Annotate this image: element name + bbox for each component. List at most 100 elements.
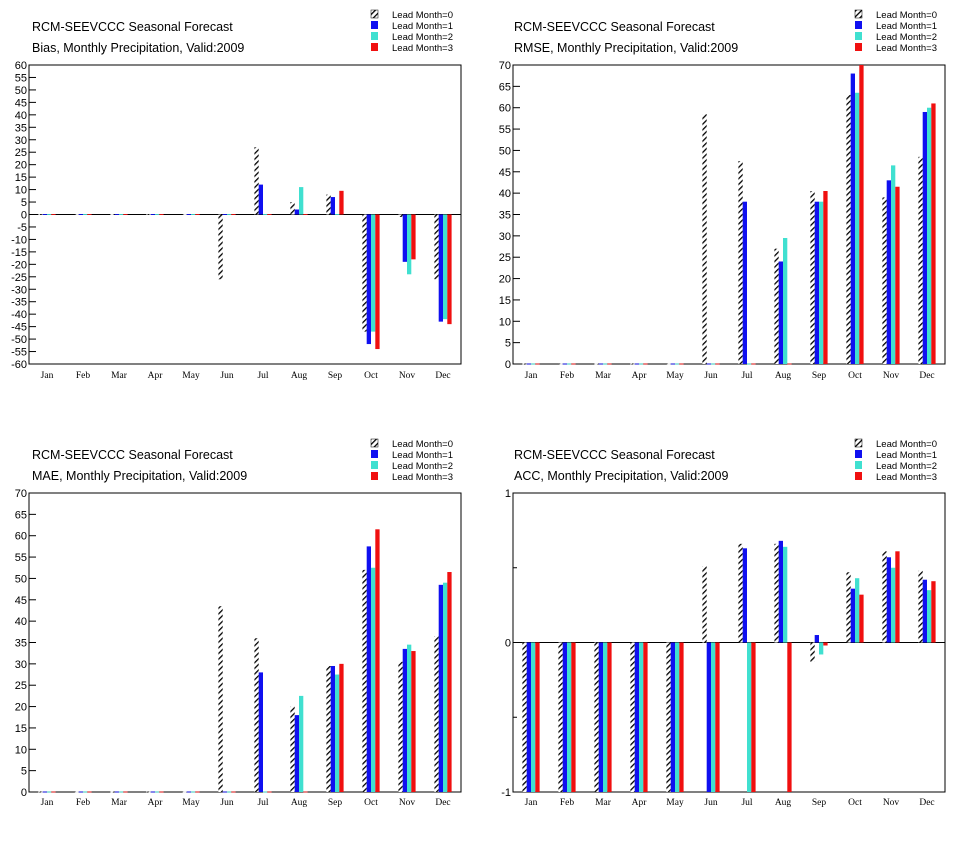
bar-lead2-jun — [227, 791, 232, 793]
x-tick-label: Apr — [148, 371, 164, 381]
bar-lead1-apr — [150, 791, 155, 793]
bar-lead0-oct — [362, 214, 367, 332]
bar-lead2-feb — [567, 363, 572, 365]
bar-lead3-apr — [159, 791, 164, 793]
y-tick-label: 0 — [505, 359, 511, 371]
bar-lead2-may — [191, 791, 196, 793]
chart-subtitle: MAE, Monthly Precipitation, Valid:2009 — [32, 469, 247, 483]
legend-label-lead1: Lead Month=1 — [392, 450, 453, 461]
bar-lead1-nov — [402, 648, 407, 792]
x-tick-label: Jan — [41, 371, 54, 381]
bar-lead0-sep — [326, 194, 331, 215]
legend-label-lead3: Lead Month=3 — [392, 472, 453, 483]
legend-swatch-lead0 — [854, 438, 863, 448]
bar-lead1-apr — [634, 363, 639, 365]
bar-lead1-dec — [922, 579, 927, 643]
bar-lead0-apr — [630, 363, 635, 365]
bar-lead2-apr — [639, 363, 644, 365]
y-tick-label: 50 — [499, 145, 511, 157]
x-tick-label: Dec — [919, 371, 934, 381]
x-tick-label: Oct — [364, 798, 378, 808]
bar-lead0-apr — [630, 642, 635, 792]
bar-lead3-may — [679, 642, 684, 792]
bar-lead2-jul — [747, 363, 752, 365]
y-tick-label: 55 — [15, 552, 27, 564]
x-tick-label: Nov — [883, 798, 900, 808]
bar-lead1-nov — [886, 180, 891, 364]
bar-lead2-aug — [783, 546, 788, 643]
bar-lead3-dec — [931, 581, 936, 643]
chart-title: RCM-SEEVCCC Seasonal Forecast — [32, 448, 233, 462]
y-tick-label: 65 — [15, 509, 27, 521]
bar-lead2-jul — [263, 214, 268, 215]
bar-lead0-may — [666, 363, 671, 365]
x-tick-label: Feb — [560, 371, 575, 381]
bar-lead2-mar — [119, 791, 124, 793]
bar-lead1-oct — [850, 73, 855, 365]
bar-lead2-aug — [783, 237, 788, 364]
bar-lead0-aug — [774, 543, 779, 643]
x-tick-label: Feb — [76, 798, 91, 808]
bar-lead0-nov — [882, 197, 887, 364]
bar-lead1-mar — [114, 791, 119, 793]
y-tick-label: 30 — [15, 659, 27, 671]
legend: Lead Month=0 Lead Month=1 Lead Month=2 L… — [854, 438, 937, 483]
y-tick-label: -60 — [11, 359, 27, 371]
chart-subtitle: RMSE, Monthly Precipitation, Valid:2009 — [514, 41, 738, 55]
bar-lead0-oct — [846, 94, 851, 365]
bar-lead3-dec — [447, 214, 452, 325]
bar-lead0-may — [182, 214, 187, 215]
y-tick-label: 70 — [15, 488, 27, 500]
x-tick-label: Oct — [848, 371, 862, 381]
bar-lead3-aug — [787, 642, 792, 792]
y-tick-label: 25 — [15, 147, 27, 159]
y-tick-label: -55 — [11, 347, 27, 359]
x-tick-label: Jul — [257, 798, 268, 808]
bar-lead3-aug — [303, 214, 308, 215]
bar-lead0-dec — [918, 156, 923, 364]
y-tick-label: 0 — [21, 787, 27, 799]
bar-lead0-jun — [218, 214, 223, 280]
bar-lead1-apr — [150, 214, 155, 215]
bar-lead2-sep — [335, 214, 340, 215]
bar-lead2-mar — [603, 363, 608, 365]
chart-title: RCM-SEEVCCC Seasonal Forecast — [514, 20, 715, 34]
bar-lead0-mar — [594, 642, 599, 792]
y-tick-label: 10 — [15, 744, 27, 756]
y-tick-label: 55 — [15, 72, 27, 84]
bar-lead0-sep — [326, 665, 331, 792]
chart-subtitle: ACC, Monthly Precipitation, Valid:2009 — [514, 469, 729, 483]
x-tick-label: Aug — [775, 798, 792, 808]
x-tick-label: Jan — [525, 371, 538, 381]
legend-label-lead2: Lead Month=2 — [392, 461, 453, 472]
y-tick-label: 45 — [15, 97, 27, 109]
bar-lead2-nov — [891, 567, 896, 643]
legend-label-lead0: Lead Month=0 — [876, 439, 937, 450]
bar-lead2-feb — [83, 214, 88, 215]
bar-lead1-may — [186, 214, 191, 215]
bar-lead2-may — [675, 642, 680, 792]
bar-lead1-sep — [330, 197, 335, 215]
bar-lead3-nov — [411, 214, 416, 260]
bar-lead3-jul — [267, 791, 272, 793]
bar-lead3-aug — [303, 791, 308, 793]
bar-lead3-may — [679, 363, 684, 365]
bar-lead1-aug — [778, 540, 783, 643]
legend-swatch-lead1 — [371, 21, 378, 29]
bar-lead0-jan — [38, 791, 43, 793]
legend-label-lead2: Lead Month=2 — [876, 461, 937, 472]
x-tick-label: Jun — [220, 371, 233, 381]
bar-lead3-oct — [375, 214, 380, 350]
bar-lead0-aug — [774, 248, 779, 364]
x-tick-label: Mar — [595, 371, 612, 381]
y-tick-label: 0 — [21, 210, 27, 222]
bar-lead1-nov — [402, 214, 407, 262]
bar-lead3-jul — [267, 214, 272, 215]
bar-lead1-jun — [706, 642, 711, 792]
bar-lead2-jan — [531, 363, 536, 365]
plot-frame — [28, 492, 462, 793]
bar-lead2-nov — [891, 165, 896, 364]
legend-label-lead0: Lead Month=0 — [392, 10, 453, 21]
bar-lead3-jan — [535, 642, 540, 792]
y-tick-label: 60 — [499, 103, 511, 115]
